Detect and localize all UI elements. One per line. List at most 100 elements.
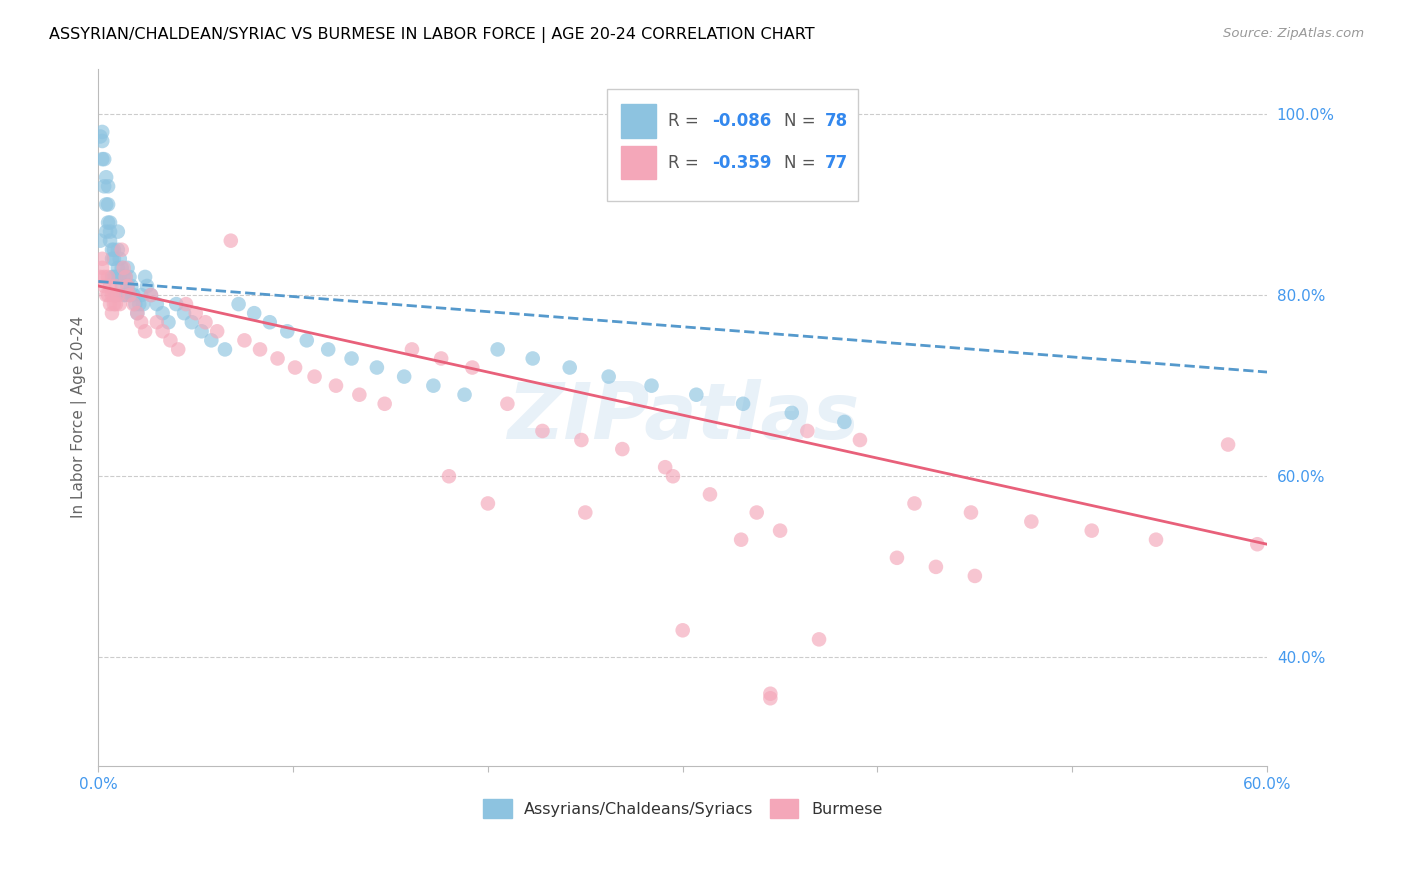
Point bbox=[114, 269, 136, 284]
Point bbox=[173, 306, 195, 320]
Point bbox=[93, 179, 115, 194]
Point bbox=[167, 343, 190, 357]
Point bbox=[101, 252, 124, 266]
Point bbox=[91, 134, 114, 148]
Bar bbox=[621, 146, 655, 179]
Point bbox=[437, 469, 460, 483]
Point bbox=[97, 288, 120, 302]
Point bbox=[180, 315, 202, 329]
Point bbox=[98, 216, 121, 230]
Point bbox=[89, 129, 111, 144]
Point bbox=[214, 343, 236, 357]
Point bbox=[103, 243, 125, 257]
Point bbox=[117, 260, 139, 275]
Point bbox=[104, 269, 127, 284]
Point bbox=[157, 315, 180, 329]
Point bbox=[531, 424, 554, 438]
Point bbox=[477, 496, 499, 510]
Point bbox=[558, 360, 581, 375]
Point bbox=[960, 506, 983, 520]
Point bbox=[103, 288, 125, 302]
Point bbox=[1080, 524, 1102, 538]
Point bbox=[903, 496, 925, 510]
Point bbox=[219, 234, 242, 248]
Point bbox=[91, 260, 114, 275]
Point bbox=[733, 397, 755, 411]
Point bbox=[94, 197, 117, 211]
Point bbox=[94, 170, 117, 185]
Point bbox=[121, 279, 143, 293]
Point bbox=[91, 125, 114, 139]
Point bbox=[685, 388, 707, 402]
Point bbox=[139, 288, 162, 302]
Point bbox=[486, 343, 509, 357]
Point bbox=[101, 269, 124, 284]
Point bbox=[392, 369, 415, 384]
Point bbox=[496, 397, 519, 411]
Point bbox=[112, 288, 135, 302]
Point bbox=[132, 297, 155, 311]
Point bbox=[89, 234, 111, 248]
Point bbox=[91, 252, 114, 266]
Point bbox=[122, 288, 145, 302]
Text: -0.086: -0.086 bbox=[711, 112, 770, 130]
Point bbox=[886, 550, 908, 565]
Point bbox=[118, 288, 141, 302]
Point bbox=[108, 297, 131, 311]
Point bbox=[174, 297, 197, 311]
Point bbox=[108, 252, 131, 266]
Point bbox=[769, 524, 792, 538]
Point bbox=[97, 179, 120, 194]
Point bbox=[849, 433, 872, 447]
Text: ASSYRIAN/CHALDEAN/SYRIAC VS BURMESE IN LABOR FORCE | AGE 20-24 CORRELATION CHART: ASSYRIAN/CHALDEAN/SYRIAC VS BURMESE IN L… bbox=[49, 27, 815, 43]
Point bbox=[366, 360, 388, 375]
Point bbox=[97, 216, 120, 230]
Point bbox=[401, 343, 423, 357]
Point bbox=[103, 252, 125, 266]
Point bbox=[118, 269, 141, 284]
Text: N =: N = bbox=[785, 153, 821, 171]
Text: Source: ZipAtlas.com: Source: ZipAtlas.com bbox=[1223, 27, 1364, 40]
Point bbox=[107, 225, 129, 239]
Point bbox=[571, 433, 593, 447]
Point bbox=[266, 351, 288, 366]
Text: 78: 78 bbox=[825, 112, 848, 130]
Point bbox=[93, 269, 115, 284]
Point bbox=[200, 334, 222, 348]
Point bbox=[103, 297, 125, 311]
Point bbox=[97, 197, 120, 211]
Point bbox=[94, 288, 117, 302]
Point bbox=[780, 406, 803, 420]
Text: R =: R = bbox=[668, 112, 703, 130]
Point bbox=[101, 288, 124, 302]
Point bbox=[129, 288, 152, 302]
Point bbox=[94, 225, 117, 239]
Y-axis label: In Labor Force | Age 20-24: In Labor Force | Age 20-24 bbox=[72, 317, 87, 518]
Point bbox=[796, 424, 818, 438]
Point bbox=[808, 632, 831, 647]
Point bbox=[730, 533, 752, 547]
Point bbox=[98, 234, 121, 248]
Bar bbox=[621, 104, 655, 137]
Point bbox=[834, 415, 856, 429]
Point bbox=[129, 315, 152, 329]
Point bbox=[316, 343, 339, 357]
Point bbox=[194, 315, 217, 329]
Point bbox=[325, 378, 347, 392]
Point bbox=[152, 324, 174, 338]
Point bbox=[430, 351, 453, 366]
Point bbox=[98, 297, 121, 311]
Point bbox=[165, 297, 187, 311]
Point bbox=[522, 351, 544, 366]
FancyBboxPatch shape bbox=[607, 89, 858, 201]
Point bbox=[146, 297, 169, 311]
Point bbox=[574, 506, 596, 520]
Point bbox=[93, 152, 115, 166]
Point bbox=[117, 279, 139, 293]
Point bbox=[146, 315, 169, 329]
Point bbox=[374, 397, 396, 411]
Point bbox=[422, 378, 444, 392]
Point bbox=[112, 269, 135, 284]
Point bbox=[139, 288, 162, 302]
Point bbox=[654, 460, 676, 475]
